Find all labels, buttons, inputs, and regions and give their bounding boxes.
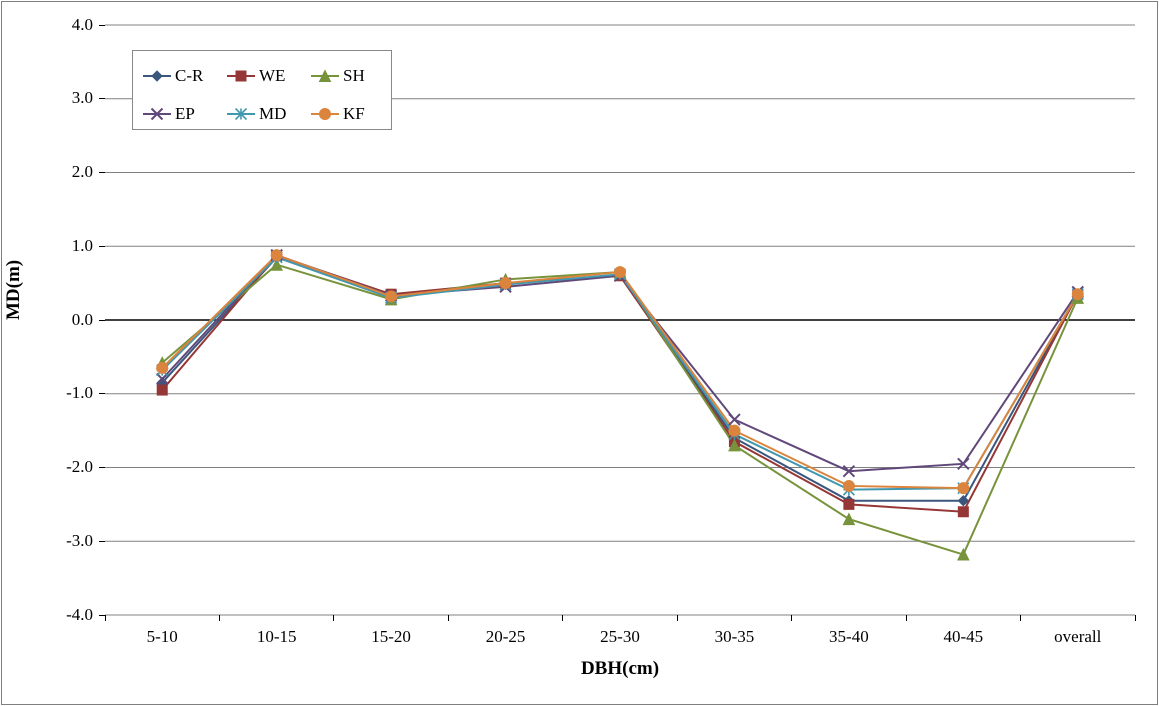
y-tick-label: -2.0 [66,457,93,477]
legend-label: SH [343,66,365,86]
y-tick-mark [99,541,105,542]
series-line-C-R [162,257,1078,500]
series-marker-EP [729,414,740,425]
x-tick-mark [448,615,449,621]
series-marker-KF [500,278,511,289]
x-tick-label: 20-25 [486,627,526,647]
y-tick-mark [99,25,105,26]
series-marker-KF [1072,289,1083,300]
x-tick-label: 5-10 [147,627,178,647]
legend-label: WE [259,66,285,86]
x-tick-mark [219,615,220,621]
series-line-WE [162,256,1078,512]
y-tick-mark [99,98,105,99]
x-tick-mark [677,615,678,621]
series-marker-KF [386,291,397,302]
x-tick-label: 35-40 [829,627,869,647]
series-line-MD [162,257,1078,489]
y-tick-label: 2.0 [72,162,93,182]
x-tick-label: 15-20 [371,627,411,647]
series-marker-WE [958,507,968,517]
x-tick-mark [333,615,334,621]
series-marker-KF [729,425,740,436]
x-axis-title: DBH(cm) [581,658,659,680]
y-tick-label: -4.0 [66,605,93,625]
x-tick-label: overall [1054,627,1101,647]
y-tick-mark [99,246,105,247]
x-tick-mark [1020,615,1021,621]
series-marker-SH [843,514,854,525]
x-tick-mark [105,615,106,621]
x-tick-label: 40-45 [943,627,983,647]
x-tick-label: 30-35 [715,627,755,647]
y-tick-mark [99,467,105,468]
y-tick-label: -1.0 [66,383,93,403]
y-tick-label: 4.0 [72,15,93,35]
x-tick-label: 25-30 [600,627,640,647]
legend-label: C-R [175,66,203,86]
series-line-KF [162,255,1078,488]
series-line-EP [162,255,1078,471]
x-tick-mark [906,615,907,621]
x-tick-mark [1135,615,1136,621]
x-tick-mark [791,615,792,621]
y-tick-label: 0.0 [72,310,93,330]
legend-swatch-marker [320,109,331,120]
series-marker-KF [843,480,854,491]
legend-swatch-marker [236,71,246,81]
y-axis-title: MD(m) [3,260,25,320]
series-marker-KF [271,250,282,261]
y-tick-label: -3.0 [66,531,93,551]
y-tick-label: 1.0 [72,236,93,256]
series-marker-KF [157,362,168,373]
legend-label: MD [259,104,286,124]
legend-label: KF [343,104,365,124]
series-marker-KF [958,483,969,494]
series-marker-WE [157,385,167,395]
x-tick-mark [562,615,563,621]
legend-label: EP [175,104,195,124]
y-tick-label: 3.0 [72,88,93,108]
series-marker-SH [958,549,969,560]
x-tick-label: 10-15 [257,627,297,647]
legend-swatch-marker [152,71,162,81]
chart-container: -4.0 -3.0 -2.0 -1.0 0.0 1.0 2.0 3.0 4.0 5-10 10-15… [0,0,1159,706]
legend: C-R WE SH EP MD KF [132,50,392,130]
legend-swatch-marker [236,109,247,120]
series-marker-WE [844,499,854,509]
series-marker-KF [615,267,626,278]
y-tick-mark [99,172,105,173]
y-tick-mark [99,393,105,394]
y-tick-mark [99,320,105,321]
